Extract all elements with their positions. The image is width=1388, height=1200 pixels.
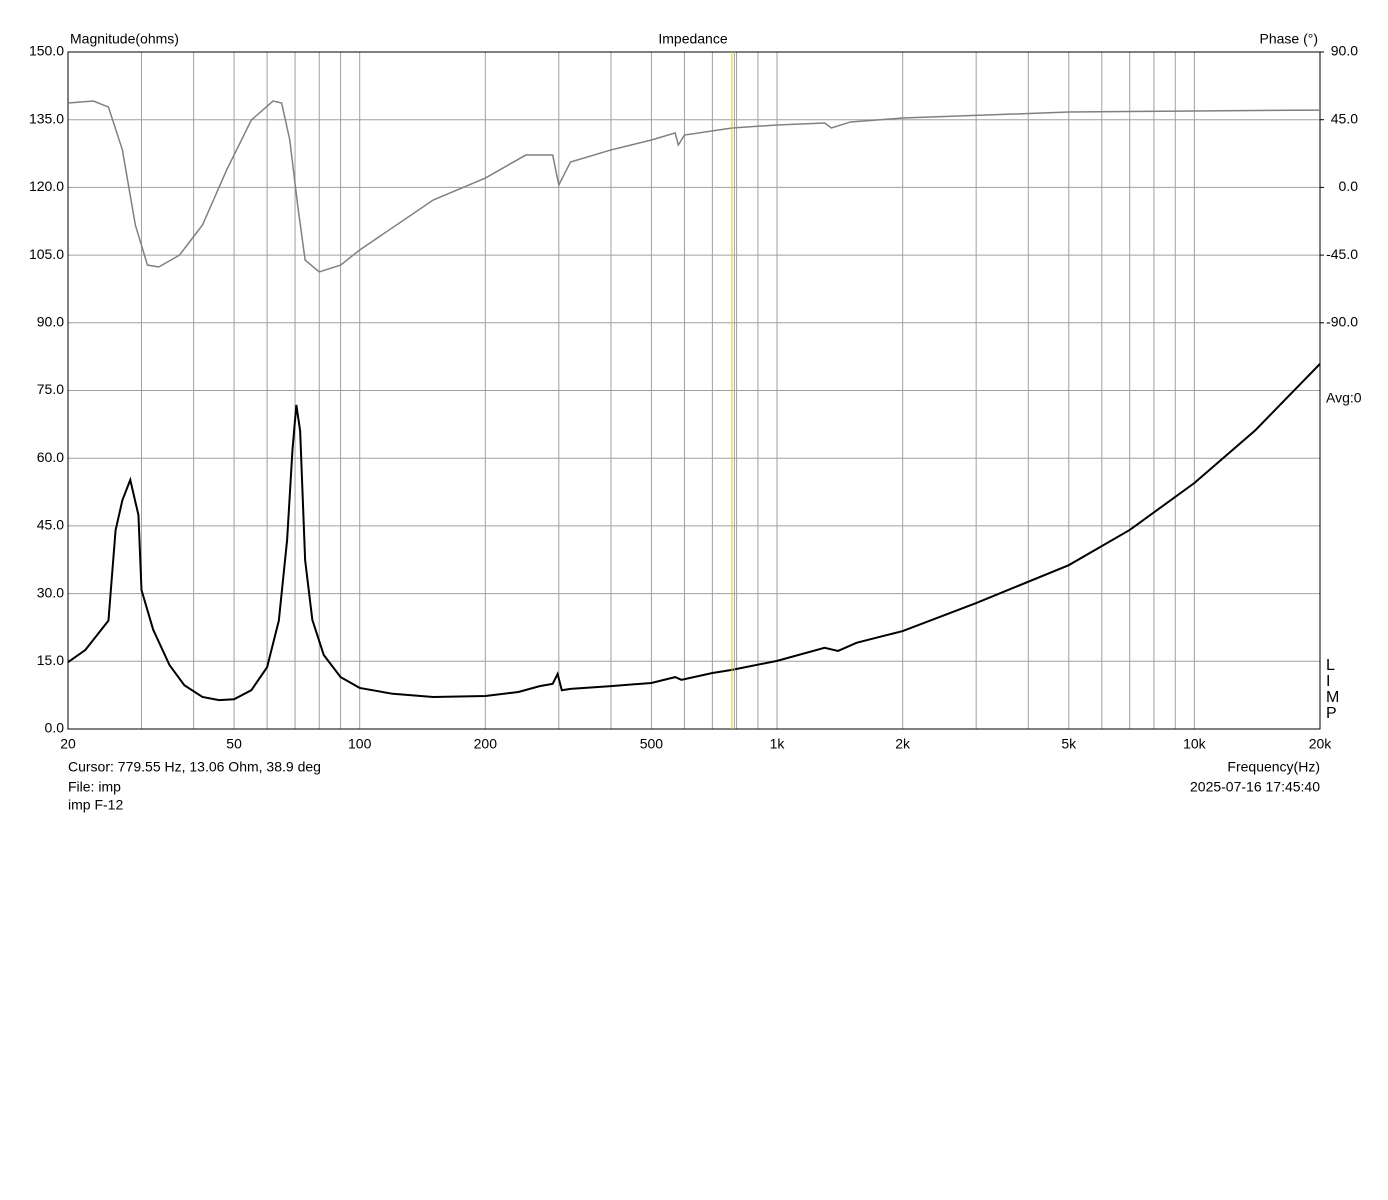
file-title: imp F-12 (68, 797, 123, 813)
x-tick-label: 5k (1061, 736, 1077, 752)
side-label: Avg:0 (1326, 390, 1362, 406)
y-tick-label: 45.0 (37, 517, 64, 533)
y2-tick-label: -45.0 (1326, 246, 1358, 262)
x-tick-label: 100 (348, 736, 372, 752)
series-line (67, 363, 1321, 702)
watermark-letter: L (1326, 657, 1335, 674)
y2-tick-label: 90.0 (1331, 43, 1358, 59)
y2-tick-label: 45.0 (1331, 110, 1358, 126)
y-tick-label: 90.0 (37, 314, 64, 330)
watermark-letter: I (1326, 673, 1330, 690)
file-name: File: imp (68, 779, 121, 795)
y2-axis-label: Phase (°) (1259, 31, 1318, 47)
y2-tick-label: 0.0 (1339, 178, 1359, 194)
y-tick-label: 135.0 (29, 110, 64, 126)
plot-frame (67, 51, 1321, 730)
y-tick-label: 75.0 (37, 381, 64, 397)
y-axis-label: Magnitude(ohms) (70, 31, 179, 47)
x-axis-label: Frequency(Hz) (1227, 759, 1320, 775)
x-tick-label: 20 (60, 736, 76, 752)
x-tick-label: 1k (770, 736, 786, 752)
cursor-readout: Cursor: 779.55 Hz, 13.06 Ohm, 38.9 deg (68, 759, 321, 775)
series-line (67, 100, 1321, 273)
x-tick-label: 50 (226, 736, 242, 752)
y-tick-label: 60.0 (37, 449, 64, 465)
chart-title: Impedance (658, 31, 727, 47)
y-tick-label: 0.0 (45, 720, 65, 736)
y-tick-label: 120.0 (29, 178, 64, 194)
y-tick-label: 30.0 (37, 584, 64, 600)
y2-tick-label: -90.0 (1326, 314, 1358, 330)
y-tick-label: 105.0 (29, 246, 64, 262)
y-tick-label: 150.0 (29, 43, 64, 59)
x-tick-label: 10k (1183, 736, 1207, 752)
watermark-letter: P (1326, 705, 1337, 722)
x-tick-label: 20k (1309, 736, 1333, 752)
x-tick-label: 500 (640, 736, 664, 752)
x-tick-label: 2k (895, 736, 911, 752)
x-tick-label: 200 (474, 736, 498, 752)
timestamp: 2025-07-16 17:45:40 (1190, 779, 1320, 795)
y-tick-label: 15.0 (37, 652, 64, 668)
watermark-letter: M (1326, 689, 1339, 706)
